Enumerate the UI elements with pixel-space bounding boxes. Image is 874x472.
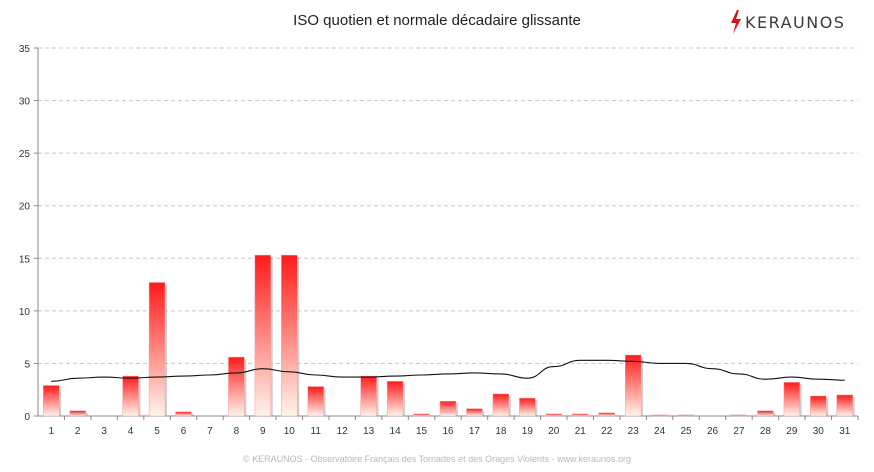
x-tick-label: 13 — [363, 426, 375, 437]
x-tick-label: 27 — [733, 426, 745, 437]
bar — [307, 386, 324, 417]
x-tick-label: 4 — [128, 426, 134, 437]
bar — [572, 413, 589, 417]
x-tick-label: 20 — [548, 426, 560, 437]
rolling-normal-line — [51, 359, 845, 382]
bar — [651, 414, 668, 417]
x-tick-label: 19 — [522, 426, 534, 437]
bar — [254, 254, 272, 417]
footer-credit: © KERAUNOS - Observatoire Français des T… — [243, 454, 631, 464]
logo-text: KERAUNOS — [745, 12, 846, 32]
x-tick-label: 5 — [154, 426, 160, 437]
x-tick-label: 17 — [469, 426, 481, 437]
lightning-bolt-icon — [731, 10, 741, 34]
x-tick-label: 6 — [181, 426, 187, 437]
bar — [783, 382, 801, 417]
bar — [492, 393, 510, 417]
x-tick-label: 22 — [601, 426, 613, 437]
x-tick-label: 31 — [839, 426, 851, 437]
bar — [122, 375, 139, 417]
x-tick-label: 1 — [48, 426, 54, 437]
x-tick-label: 28 — [760, 426, 772, 437]
x-tick-label: 18 — [495, 426, 507, 437]
x-tick-label: 26 — [707, 426, 719, 437]
bar — [624, 354, 642, 417]
bar — [757, 410, 774, 417]
keraunos-logo: KERAUNOS — [730, 10, 845, 34]
bar — [677, 414, 695, 417]
gridlines — [38, 47, 858, 364]
x-tick-label: 11 — [311, 426, 322, 437]
x-tick-label: 12 — [337, 426, 349, 437]
bars — [43, 254, 855, 417]
bar — [545, 413, 562, 417]
y-tick-label: 35 — [19, 44, 31, 55]
bar — [413, 413, 430, 417]
x-tick-label: 15 — [416, 426, 428, 437]
x-tick-label: 8 — [234, 426, 240, 437]
y-tick-label: 0 — [24, 412, 30, 423]
x-tick-label: 23 — [628, 426, 640, 437]
x-tick-label: 10 — [284, 426, 296, 437]
x-tick-label: 25 — [681, 426, 693, 437]
bar — [281, 254, 298, 417]
y-tick-label: 20 — [19, 202, 31, 213]
y-tick-label: 15 — [19, 254, 31, 265]
bar — [519, 397, 536, 417]
y-tick-label: 30 — [19, 97, 31, 108]
bar — [439, 401, 457, 417]
x-tick-label: 3 — [101, 426, 107, 437]
x-tick-label: 24 — [654, 426, 666, 437]
chart-title: ISO quotien et normale décadaire glissan… — [293, 12, 581, 29]
bar — [466, 408, 483, 417]
bar — [228, 356, 245, 417]
x-tick-label: 21 — [575, 426, 587, 437]
normal-line — [51, 359, 845, 382]
x-tick-label: 16 — [442, 426, 454, 437]
bar — [730, 414, 748, 417]
y-tick-label: 25 — [19, 149, 31, 160]
bar — [836, 394, 853, 417]
x-tick-label: 30 — [813, 426, 825, 437]
y-tick-label: 5 — [24, 359, 30, 370]
bar — [598, 412, 615, 417]
x-tick-label: 9 — [260, 426, 266, 437]
bar — [148, 282, 166, 417]
y-tick-label: 10 — [19, 307, 31, 318]
bar — [360, 375, 377, 417]
bar — [175, 411, 192, 417]
x-tick-label: 29 — [786, 426, 798, 437]
x-tick-label: 14 — [390, 426, 402, 437]
bar — [386, 381, 404, 417]
bar — [69, 410, 86, 417]
x-tick-label: 2 — [75, 426, 81, 437]
bar — [810, 395, 827, 417]
bar — [43, 385, 60, 417]
x-tick-label: 7 — [207, 426, 213, 437]
